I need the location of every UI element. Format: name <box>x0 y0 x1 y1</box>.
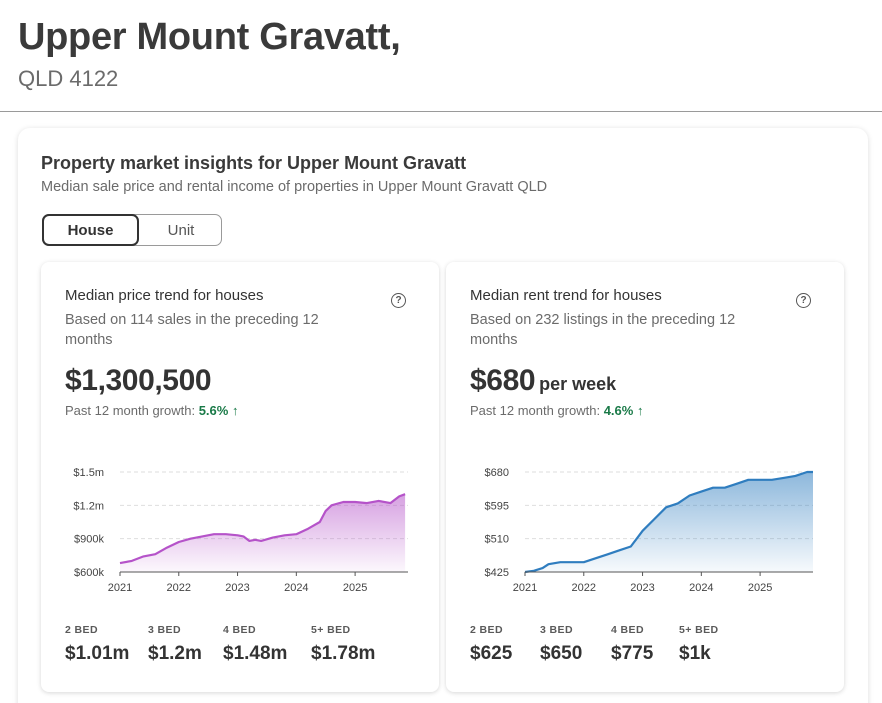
bed-stat: 5+ BED $1k <box>679 624 718 665</box>
median-rent-value: $680 per week <box>470 364 616 398</box>
series-area <box>120 494 406 572</box>
price-trend-chart: $600k $900k $1.2m $1.5m 2021 2022 2023 2024 2025 <box>73 467 408 594</box>
section-title: Property market insights for Upper Mount… <box>41 153 467 173</box>
x-tick-label: 2022 <box>167 582 191 594</box>
card-title: Median price trend for houses <box>65 287 264 304</box>
median-price-value: $1,300,500 <box>65 364 212 397</box>
x-tick-label: 2023 <box>630 582 654 594</box>
bed-label: 2 BED <box>65 624 98 636</box>
bed-stat: 4 BED $775 <box>611 624 653 665</box>
rent-trend-chart: $425 $510 $595 $680 2021 2022 2023 2024 2025 <box>485 467 813 594</box>
bed-stat: 5+ BED $1.78m <box>311 624 375 665</box>
bed-value: $650 <box>540 643 583 664</box>
series-line <box>119 493 406 565</box>
y-tick-label: $425 <box>485 567 509 579</box>
x-tick-label: 2021 <box>513 582 537 594</box>
page-header: Upper Mount Gravatt, QLD 4122 <box>0 0 882 112</box>
y-tick-label: $1.2m <box>73 500 104 512</box>
arrow-up-icon: ↑ <box>636 403 644 418</box>
growth-value: 5.6% <box>198 403 229 418</box>
y-tick-label: $680 <box>485 467 509 479</box>
card-description: Based on 232 listings in the preceding 1… <box>470 312 736 348</box>
bed-label: 4 BED <box>223 624 256 636</box>
growth-label: Past 12 month growth: <box>470 403 601 418</box>
market-insights-section: Property market insights for Upper Mount… <box>18 128 868 703</box>
bed-value: $625 <box>470 643 513 664</box>
bed-label: 5+ BED <box>679 624 719 636</box>
page-title: Upper Mount Gravatt, <box>18 16 401 58</box>
bed-label: 3 BED <box>540 624 573 636</box>
bed-label: 4 BED <box>611 624 644 636</box>
x-tick-label: 2021 <box>108 582 132 594</box>
bed-stat: 2 BED $1.01m <box>65 624 129 665</box>
bed-value: $1k <box>679 643 711 664</box>
growth-label: Past 12 month growth: <box>65 403 196 418</box>
growth-value: 4.6% <box>603 403 634 418</box>
bed-stat: 3 BED $1.2m <box>148 624 202 665</box>
bed-stat: 3 BED $650 <box>540 624 582 665</box>
x-tick-label: 2025 <box>748 582 772 594</box>
bed-value: $1.48m <box>223 643 288 664</box>
series-line <box>524 470 813 574</box>
bed-label: 3 BED <box>148 624 181 636</box>
section-subtitle: Median sale price and rental income of p… <box>41 179 548 195</box>
y-tick-label: $600k <box>74 567 104 579</box>
help-icon[interactable]: ? <box>391 293 406 308</box>
growth-line: Past 12 month growth: 4.6% ↑ <box>470 403 643 418</box>
page-subtitle: QLD 4122 <box>18 66 119 91</box>
rent-unit: per week <box>539 374 617 394</box>
median-rent-card: Median rent trend for houses ? Based on … <box>446 262 844 692</box>
series-area <box>525 472 813 572</box>
bed-stat: 2 BED $625 <box>470 624 512 665</box>
property-type-toggle: House Unit <box>42 214 222 246</box>
growth-line: Past 12 month growth: 5.6% ↑ <box>65 403 238 418</box>
x-tick-label: 2023 <box>225 582 249 594</box>
house-toggle-button[interactable]: House <box>42 214 139 246</box>
rent-amount: $680 <box>470 364 536 397</box>
card-description: Based on 114 sales in the preceding 12 m… <box>65 312 319 348</box>
unit-toggle-button[interactable]: Unit <box>167 221 195 239</box>
y-tick-label: $900k <box>74 534 104 546</box>
arrow-up-icon: ↑ <box>231 403 239 418</box>
bed-value: $1.01m <box>65 643 130 664</box>
help-icon[interactable]: ? <box>796 293 811 308</box>
bed-label: 2 BED <box>470 624 503 636</box>
x-tick-label: 2022 <box>572 582 596 594</box>
x-tick-label: 2024 <box>284 582 308 594</box>
x-tick-label: 2025 <box>343 582 367 594</box>
y-tick-label: $1.5m <box>73 467 104 479</box>
bed-value: $775 <box>611 643 654 664</box>
bed-value: $1.2m <box>148 643 202 664</box>
bed-stat: 4 BED $1.48m <box>223 624 287 665</box>
y-tick-label: $510 <box>485 534 509 546</box>
median-price-card: Median price trend for houses ? Based on… <box>41 262 439 692</box>
bed-label: 5+ BED <box>311 624 351 636</box>
x-tick-label: 2024 <box>689 582 713 594</box>
card-title: Median rent trend for houses <box>470 287 662 304</box>
bed-value: $1.78m <box>311 643 376 664</box>
y-tick-label: $595 <box>485 500 509 512</box>
